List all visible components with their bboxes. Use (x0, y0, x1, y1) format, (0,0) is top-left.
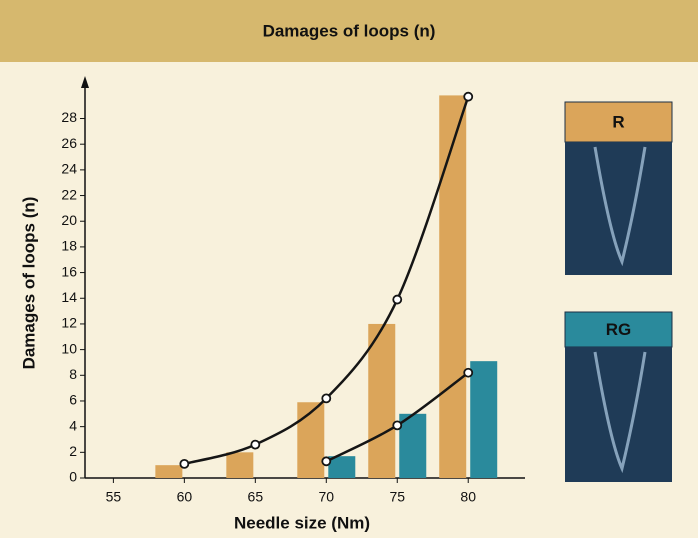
y-tick-label: 24 (61, 161, 77, 177)
y-tick-label: 26 (61, 135, 77, 151)
legend-label: RG (606, 320, 632, 339)
curve-point (464, 369, 472, 377)
y-axis-title: Damages of loops (n) (19, 197, 38, 370)
x-axis-title: Needle size (Nm) (234, 513, 370, 532)
x-tick-label: 80 (460, 489, 476, 505)
curve-point (251, 441, 259, 449)
x-tick-label: 60 (177, 489, 193, 505)
curve-point (322, 457, 330, 465)
y-tick-label: 8 (69, 366, 77, 382)
bar (399, 414, 426, 478)
y-tick-label: 10 (61, 340, 77, 356)
bar (368, 324, 395, 478)
bar (226, 452, 253, 478)
chart-title: Damages of loops (n) (263, 21, 436, 40)
y-tick-label: 18 (61, 238, 77, 254)
y-tick-label: 28 (61, 109, 77, 125)
y-tick-label: 16 (61, 263, 77, 279)
bar (470, 361, 497, 478)
legend-label: R (612, 112, 624, 131)
y-tick-label: 6 (69, 392, 77, 408)
chart: Damages of loops (n) Needle size (Nm) Da… (0, 0, 698, 538)
y-tick-label: 4 (69, 417, 77, 433)
bar (439, 95, 466, 478)
curve-point (180, 460, 188, 468)
bar (155, 465, 182, 478)
curve-point (393, 296, 401, 304)
y-tick-label: 2 (69, 443, 77, 459)
y-tick-label: 0 (69, 469, 77, 485)
x-tick-label: 55 (106, 489, 122, 505)
curve-point (393, 421, 401, 429)
curve-point (464, 93, 472, 101)
y-tick-label: 12 (61, 315, 77, 331)
y-tick-label: 22 (61, 186, 77, 202)
y-tick-label: 20 (61, 212, 77, 228)
x-tick-label: 70 (319, 489, 335, 505)
y-tick-label: 14 (61, 289, 77, 305)
curve-point (322, 394, 330, 402)
x-tick-label: 65 (248, 489, 264, 505)
x-tick-label: 75 (389, 489, 405, 505)
